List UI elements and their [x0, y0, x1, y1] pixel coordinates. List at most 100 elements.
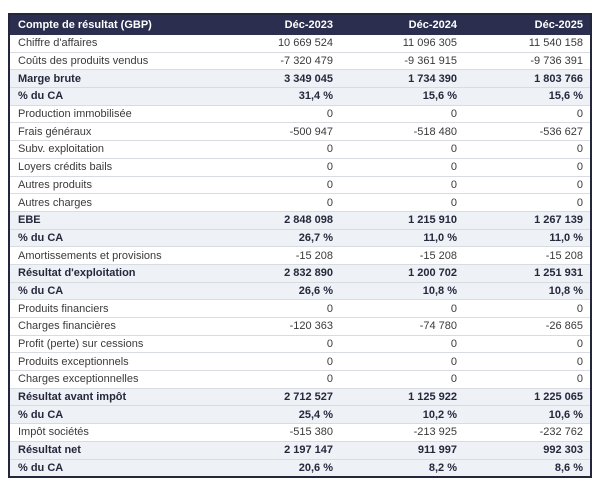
row-value: 1 125 922 [340, 387, 464, 406]
row-value: 26,6 % [220, 281, 340, 300]
table-row: Résultat d'exploitation 2 832 890 1 200 70… [10, 263, 590, 283]
row-label: Production immobilisée [10, 104, 220, 123]
row-value: 0 [220, 104, 340, 123]
income-statement-panel: Compte de résultat (GBP) Déc-2023 Déc-20… [8, 13, 592, 479]
table-row: Charges exceptionnelles 0 0 0 [10, 370, 590, 389]
row-value: 0 [340, 175, 464, 194]
row-value: 11,0 % [464, 228, 590, 247]
row-value: 1 215 910 [340, 210, 464, 230]
row-value: 1 225 065 [464, 387, 590, 406]
row-value: -15 208 [340, 246, 464, 265]
row-value: 0 [220, 370, 340, 389]
row-label: Chiffre d'affaires [10, 35, 220, 53]
row-label: Produits financiers [10, 299, 220, 318]
row-label: % du CA [10, 405, 220, 424]
row-value: 0 [340, 334, 464, 353]
row-value: -518 480 [340, 122, 464, 141]
row-label: Autres charges [10, 193, 220, 212]
row-value: 0 [464, 352, 590, 371]
table-row: Marge brute 3 349 045 1 734 390 1 803 766 [10, 69, 590, 88]
row-value: 0 [464, 140, 590, 159]
row-value: 2 197 147 [220, 440, 340, 459]
row-value: -9 361 915 [340, 51, 464, 70]
row-value: 15,6 % [340, 87, 464, 106]
row-value: 0 [220, 299, 340, 318]
row-label: Résultat d'exploitation [10, 263, 220, 283]
row-value: -9 736 391 [464, 51, 590, 70]
row-value: 992 303 [464, 440, 590, 459]
table-row: EBE 2 848 098 1 215 910 1 267 139 [10, 210, 590, 230]
row-value: -120 363 [220, 317, 340, 336]
row-value: -500 947 [220, 122, 340, 141]
row-value: 2 712 527 [220, 387, 340, 406]
row-value: 31,4 % [220, 87, 340, 106]
row-value: 3 349 045 [220, 69, 340, 88]
row-label: Impôt sociétés [10, 423, 220, 442]
table-row: Coûts des produits vendus -7 320 479 -9 36… [10, 51, 590, 70]
row-value: 11,0 % [340, 228, 464, 247]
row-value: 26,7 % [220, 228, 340, 247]
column-header-dec-2025: Déc-2025 [464, 15, 590, 35]
row-label: Autres produits [10, 175, 220, 194]
row-label: Loyers crédits bails [10, 157, 220, 176]
row-value: 0 [220, 175, 340, 194]
table-row: Résultat net 2 197 147 911 997 992 303 [10, 440, 590, 459]
row-label: Coûts des produits vendus [10, 51, 220, 70]
row-value: 11 540 158 [464, 35, 590, 53]
table-row: % du CA 31,4 % 15,6 % 15,6 % [10, 87, 590, 106]
row-value: 0 [464, 299, 590, 318]
row-value: 10,2 % [340, 405, 464, 424]
column-header-dec-2024: Déc-2024 [340, 15, 464, 35]
table-row: Résultat avant impôt 2 712 527 1 125 922 1 … [10, 387, 590, 406]
row-value: -536 627 [464, 122, 590, 141]
table-row: Amortissements et provisions -15 208 -15 2… [10, 246, 590, 265]
table-row: % du CA 26,7 % 11,0 % 11,0 % [10, 228, 590, 247]
row-label: Frais généraux [10, 122, 220, 141]
row-value: -26 865 [464, 317, 590, 336]
table-body: Chiffre d'affaires 10 669 524 11 096 305 11… [10, 35, 590, 477]
row-value: 0 [340, 352, 464, 371]
table-row: Chiffre d'affaires 10 669 524 11 096 305 11… [10, 35, 590, 53]
row-label: Résultat avant impôt [10, 387, 220, 406]
row-value: -213 925 [340, 423, 464, 442]
row-value: -74 780 [340, 317, 464, 336]
row-label: Charges financières [10, 317, 220, 336]
row-value: -7 320 479 [220, 51, 340, 70]
row-value: 2 832 890 [220, 263, 340, 283]
row-value: 0 [340, 193, 464, 212]
row-value: 20,6 % [220, 458, 340, 477]
table-row: Frais généraux -500 947 -518 480 -536 627 [10, 122, 590, 141]
row-value: 0 [220, 157, 340, 176]
row-value: 0 [340, 299, 464, 318]
row-value: 1 734 390 [340, 69, 464, 88]
row-label: Produits exceptionnels [10, 352, 220, 371]
table-row: Impôt sociétés -515 380 -213 925 -232 762 [10, 423, 590, 442]
table-row: Produits exceptionnels 0 0 0 [10, 352, 590, 371]
row-label: Charges exceptionnelles [10, 370, 220, 389]
row-value: 10,8 % [464, 281, 590, 300]
row-value: -15 208 [464, 246, 590, 265]
table-row: Subv. exploitation 0 0 0 [10, 140, 590, 159]
row-value: 0 [340, 104, 464, 123]
row-value: 0 [340, 157, 464, 176]
table-header: Compte de résultat (GBP) Déc-2023 Déc-20… [10, 15, 590, 35]
row-value: 0 [220, 140, 340, 159]
table-row: % du CA 25,4 % 10,2 % 10,6 % [10, 405, 590, 424]
header-row: Compte de résultat (GBP) Déc-2023 Déc-20… [10, 15, 590, 35]
row-value: 1 251 931 [464, 263, 590, 283]
column-header-dec-2023: Déc-2023 [220, 15, 340, 35]
row-label: Marge brute [10, 69, 220, 88]
row-value: 0 [464, 370, 590, 389]
row-value: 15,6 % [464, 87, 590, 106]
row-value: 1 267 139 [464, 210, 590, 230]
table-row: Autres produits 0 0 0 [10, 175, 590, 194]
row-value: 2 848 098 [220, 210, 340, 230]
row-value: 0 [464, 334, 590, 353]
table-row: Charges financières -120 363 -74 780 -26 86… [10, 317, 590, 336]
row-value: 0 [340, 140, 464, 159]
table-row: Production immobilisée 0 0 0 [10, 104, 590, 123]
row-value: 1 200 702 [340, 263, 464, 283]
row-value: 911 997 [340, 440, 464, 459]
row-value: 0 [464, 175, 590, 194]
row-value: 0 [464, 157, 590, 176]
